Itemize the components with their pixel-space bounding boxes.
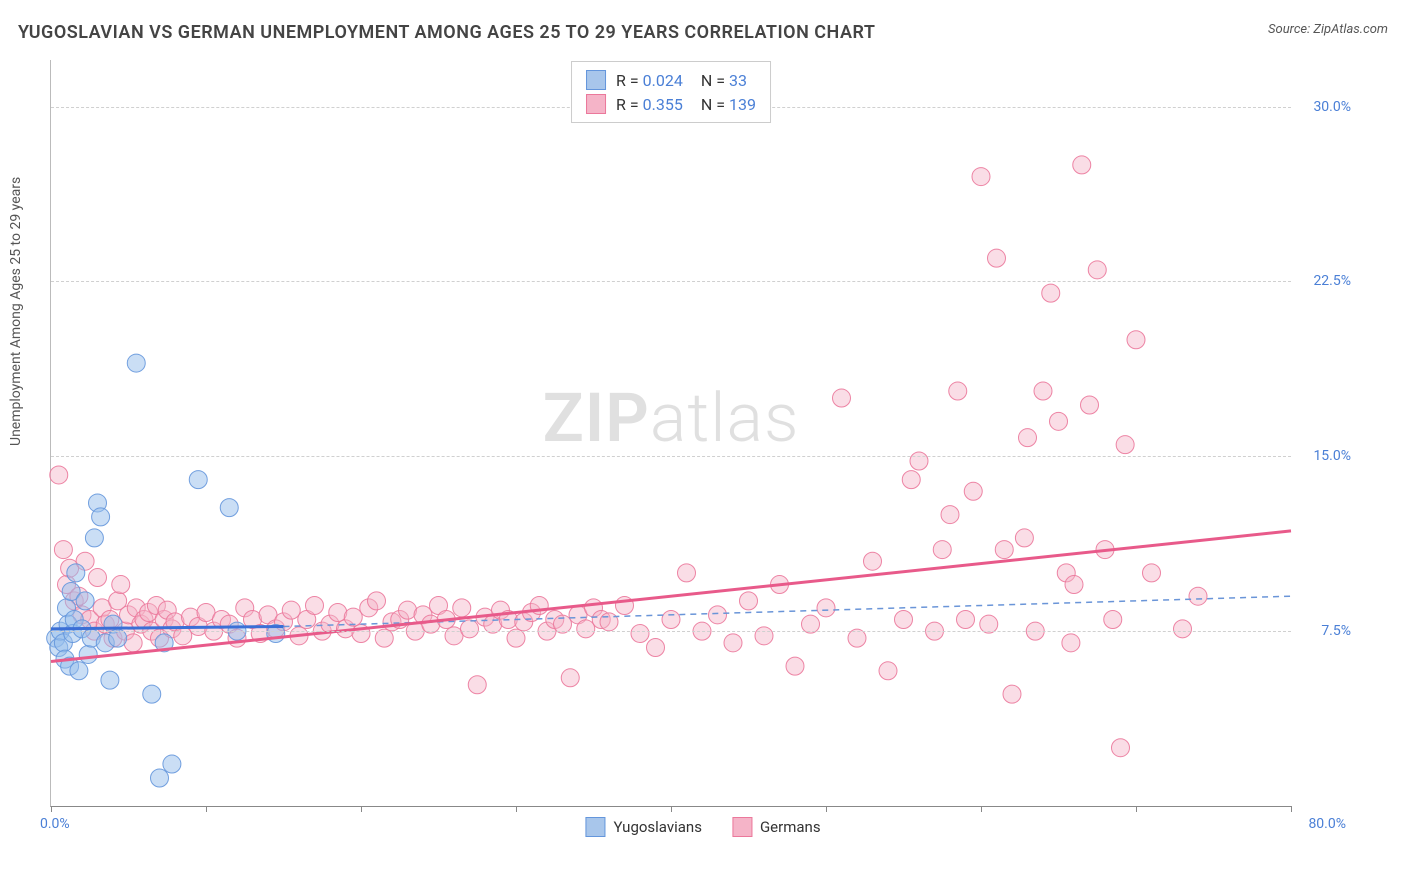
legend-item-germans: Germans bbox=[732, 817, 821, 837]
x-axis-max-label: 80.0% bbox=[1308, 816, 1346, 832]
y-axis-label: Unemployment Among Ages 25 to 29 years bbox=[8, 177, 24, 446]
legend-label-germans: Germans bbox=[760, 818, 821, 836]
correlation-legend-row-0: R =0.024N =33 bbox=[586, 68, 756, 92]
legend-swatch-bottom-yugoslavians bbox=[585, 817, 605, 837]
gridline bbox=[51, 456, 1291, 457]
legend-swatch-yugoslavians bbox=[586, 70, 606, 90]
x-tick bbox=[826, 806, 827, 812]
legend-swatch-bottom-germans bbox=[732, 817, 752, 837]
correlation-legend: R =0.024N =33 R =0.355N =139 bbox=[571, 61, 771, 123]
source-attribution: Source: ZipAtlas.com bbox=[1268, 22, 1388, 37]
x-tick bbox=[516, 806, 517, 812]
y-tick-label: 7.5% bbox=[1301, 623, 1351, 639]
series-legend: Yugoslavians Germans bbox=[575, 817, 830, 837]
x-tick bbox=[51, 806, 52, 812]
legend-swatch-germans bbox=[586, 94, 606, 114]
x-tick bbox=[206, 806, 207, 812]
x-tick bbox=[361, 806, 362, 812]
legend-label-yugoslavians: Yugoslavians bbox=[613, 818, 702, 836]
x-tick bbox=[1291, 806, 1292, 812]
chart-svg bbox=[51, 60, 1291, 806]
legend-stats-0: R =0.024N =33 bbox=[616, 71, 747, 90]
y-tick-label: 22.5% bbox=[1301, 273, 1351, 289]
x-tick bbox=[981, 806, 982, 812]
y-tick-label: 15.0% bbox=[1301, 448, 1351, 464]
x-tick bbox=[1136, 806, 1137, 812]
legend-item-yugoslavians: Yugoslavians bbox=[585, 817, 702, 837]
correlation-legend-row-1: R =0.355N =139 bbox=[586, 92, 756, 116]
x-tick bbox=[671, 806, 672, 812]
y-tick-label: 30.0% bbox=[1301, 99, 1351, 115]
gridline bbox=[51, 281, 1291, 282]
legend-stats-1: R =0.355N =139 bbox=[616, 95, 756, 114]
plot-area: ZIPatlas R =0.024N =33 R =0.355N =139 7.… bbox=[50, 60, 1291, 807]
x-axis-min-label: 0.0% bbox=[40, 816, 70, 832]
gridline bbox=[51, 631, 1291, 632]
chart-title: YUGOSLAVIAN VS GERMAN UNEMPLOYMENT AMONG… bbox=[18, 22, 875, 43]
